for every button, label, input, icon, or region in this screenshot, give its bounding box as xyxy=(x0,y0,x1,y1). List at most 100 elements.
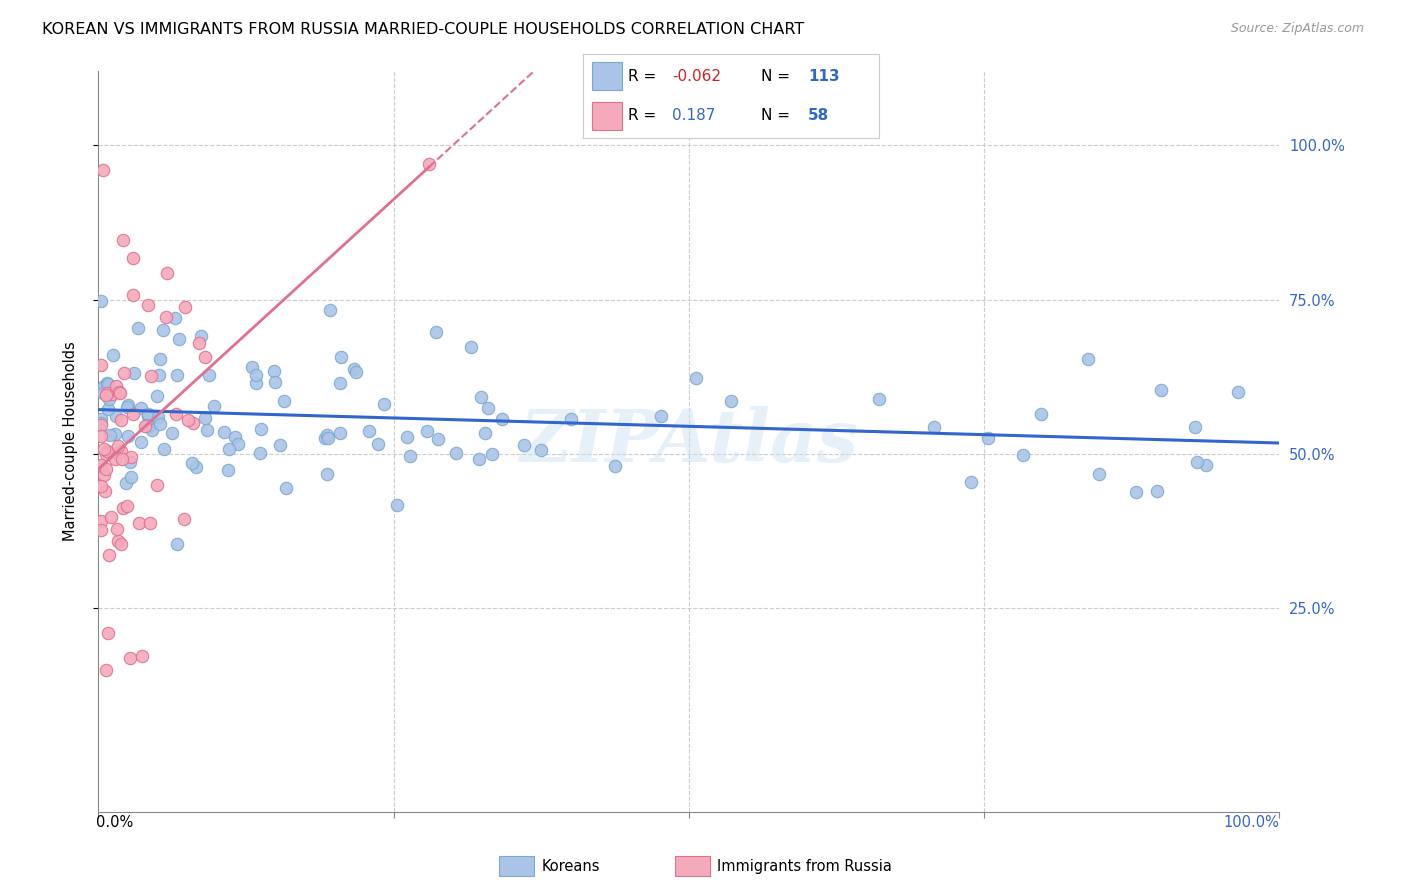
Point xyxy=(468,451,491,466)
Point xyxy=(107,440,129,454)
Text: R =: R = xyxy=(627,108,661,123)
Point xyxy=(190,329,212,343)
Point xyxy=(477,401,499,416)
Point xyxy=(105,409,128,423)
Point xyxy=(149,417,172,431)
Point xyxy=(1184,420,1206,434)
Text: 0.187: 0.187 xyxy=(672,108,716,123)
Text: 100.0%: 100.0% xyxy=(1223,814,1279,830)
Point xyxy=(249,446,271,460)
Point xyxy=(314,431,336,445)
Point xyxy=(110,413,132,427)
Point xyxy=(166,368,188,382)
Point xyxy=(105,522,128,536)
Point xyxy=(603,458,626,473)
FancyBboxPatch shape xyxy=(592,102,621,130)
Point xyxy=(269,438,291,452)
Point xyxy=(131,649,153,664)
Point xyxy=(1077,351,1099,366)
Point xyxy=(560,412,582,426)
Point xyxy=(1146,484,1168,499)
Point xyxy=(129,401,152,416)
Point xyxy=(111,233,134,247)
Point xyxy=(418,157,440,171)
Point xyxy=(90,418,112,433)
Point xyxy=(91,163,114,178)
Point xyxy=(96,444,118,458)
Point xyxy=(481,446,503,460)
Text: -0.062: -0.062 xyxy=(672,69,721,84)
Point xyxy=(117,401,139,415)
Point xyxy=(650,409,672,423)
Point xyxy=(155,310,177,324)
Point xyxy=(177,413,200,427)
Point xyxy=(114,475,136,490)
Point xyxy=(98,428,121,442)
Point xyxy=(187,336,209,351)
Point xyxy=(96,376,118,391)
Point xyxy=(204,400,226,414)
Point xyxy=(343,362,366,376)
Point xyxy=(868,392,890,407)
Point xyxy=(1011,448,1033,462)
Point xyxy=(180,456,202,470)
Point xyxy=(101,348,124,362)
Point xyxy=(416,425,439,439)
Point xyxy=(108,384,131,399)
Point xyxy=(226,436,249,450)
Point xyxy=(146,478,169,492)
Point xyxy=(136,298,159,312)
Point xyxy=(367,436,389,450)
Point xyxy=(108,385,131,400)
Text: Koreans: Koreans xyxy=(541,859,600,873)
Point xyxy=(127,321,149,335)
Point xyxy=(224,430,246,444)
Point xyxy=(141,423,163,437)
Point xyxy=(94,388,117,402)
Point xyxy=(111,451,134,466)
Point xyxy=(94,663,117,677)
Point xyxy=(138,419,160,434)
Point xyxy=(146,388,169,402)
Point xyxy=(165,407,187,421)
Point xyxy=(90,358,112,372)
Point xyxy=(446,446,468,460)
Point xyxy=(146,409,169,424)
Point xyxy=(1185,455,1208,469)
Point xyxy=(90,412,112,426)
Point xyxy=(128,516,150,530)
Point xyxy=(136,418,159,433)
Point xyxy=(152,442,174,457)
Point xyxy=(96,447,118,461)
Point xyxy=(90,458,112,472)
Point xyxy=(112,501,135,516)
Point xyxy=(218,442,240,456)
Point xyxy=(112,366,135,380)
Point xyxy=(98,548,121,562)
Point xyxy=(91,386,114,401)
Point xyxy=(470,390,492,404)
Point xyxy=(90,514,112,528)
Text: KOREAN VS IMMIGRANTS FROM RUSSIA MARRIED-COUPLE HOUSEHOLDS CORRELATION CHART: KOREAN VS IMMIGRANTS FROM RUSSIA MARRIED… xyxy=(42,22,804,37)
Point xyxy=(329,376,352,390)
Point xyxy=(100,509,122,524)
Point xyxy=(96,385,118,400)
Point xyxy=(250,422,273,436)
Point xyxy=(960,475,983,490)
Point xyxy=(373,397,395,411)
Point xyxy=(98,392,121,407)
Point xyxy=(217,463,239,477)
Point xyxy=(115,499,138,513)
Text: N =: N = xyxy=(761,69,794,84)
Point xyxy=(198,368,221,382)
Point xyxy=(93,442,115,456)
Point xyxy=(425,326,447,340)
Point xyxy=(134,419,156,434)
Text: Immigrants from Russia: Immigrants from Russia xyxy=(717,859,891,873)
Point xyxy=(120,450,142,464)
Text: 113: 113 xyxy=(808,69,839,84)
Point xyxy=(1227,385,1250,400)
Point xyxy=(107,534,129,549)
Point xyxy=(329,426,352,441)
Point xyxy=(344,365,367,379)
